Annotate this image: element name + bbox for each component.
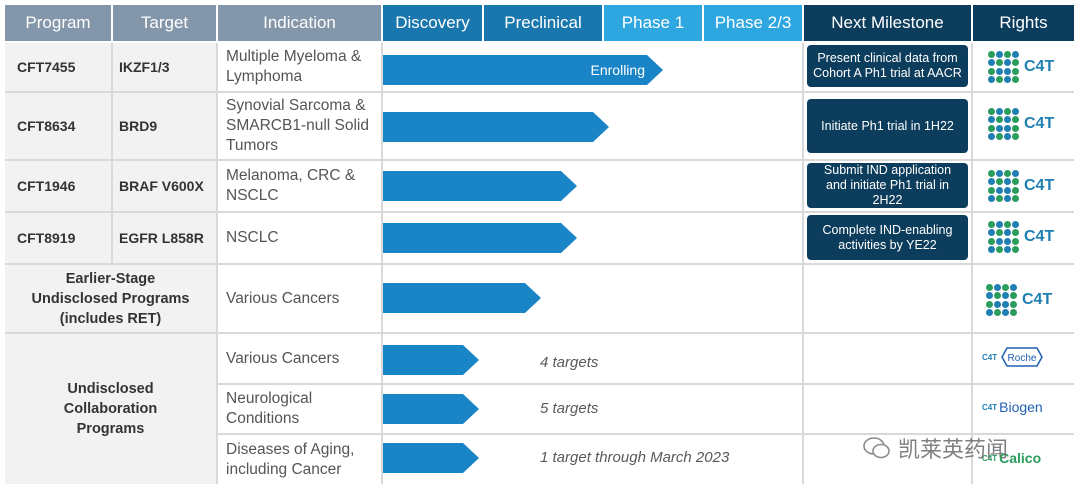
program-cft1946: CFT1946 — [17, 178, 76, 194]
header-program: Program — [5, 5, 111, 41]
roche-hexagon-icon: Roche — [1001, 347, 1043, 367]
milestone-row4: Complete IND-enabling activities by YE22 — [807, 215, 968, 260]
indication-row4: NSCLC — [226, 229, 279, 246]
header-preclinical: Preclinical — [484, 5, 602, 41]
biogen-partner-logo: C4T Biogen — [982, 399, 1043, 415]
header-phase1: Phase 1 — [604, 5, 702, 41]
indication-row1: Multiple Myeloma & Lymphoma — [226, 48, 362, 85]
header-phase23: Phase 2/3 — [704, 5, 802, 41]
indication-row3: Melanoma, CRC & NSCLC — [226, 167, 356, 204]
target-egfr: EGFR L858R — [119, 230, 204, 246]
program-earlier-stage: Earlier-Stage Undisclosed Programs (incl… — [31, 270, 190, 327]
c4t-logo: C4T — [988, 221, 1054, 253]
target-brd9: BRD9 — [119, 118, 158, 134]
c4t-logo: C4T — [986, 284, 1052, 316]
indication-collab2: Neurological Conditions — [226, 390, 313, 427]
indication-row5: Various Cancers — [226, 289, 340, 307]
progress-arrow — [383, 345, 479, 375]
milestone-row1: Present clinical data from Cohort A Ph1 … — [807, 45, 968, 87]
progress-arrow — [383, 171, 577, 201]
collab-note-3: 1 target through March 2023 — [540, 449, 730, 466]
c4t-logo: C4T — [988, 108, 1054, 140]
indication-row2: Synovial Sarcoma & SMARCB1-null Solid Tu… — [226, 97, 369, 154]
c4t-dots-icon — [988, 51, 1020, 83]
program-collaboration: Undisclosed Collaboration Programs — [63, 381, 158, 437]
header-indication: Indication — [218, 5, 381, 41]
progress-arrow — [383, 223, 577, 253]
progress-arrow: Enrolling — [383, 55, 663, 85]
collab-note-1: 4 targets — [540, 354, 599, 371]
target-braf: BRAF V600X — [119, 178, 204, 194]
header-rights: Rights — [973, 5, 1074, 41]
indication-collab3: Diseases of Aging, including Cancer — [226, 440, 355, 478]
target-ikzf13: IKZF1/3 — [119, 59, 170, 75]
roche-partner-logo: C4T Roche — [982, 347, 1043, 367]
progress-arrow — [383, 283, 541, 313]
calico-partner-logo: C4T Calico — [982, 450, 1042, 466]
c4t-logo: C4T — [988, 170, 1054, 202]
collab-note-2: 5 targets — [540, 400, 599, 417]
progress-arrow — [383, 112, 609, 142]
header-discovery: Discovery — [383, 5, 482, 41]
progress-arrow — [383, 394, 479, 424]
header-target: Target — [113, 5, 216, 41]
wechat-icon — [863, 437, 890, 459]
svg-text:Roche: Roche — [1008, 353, 1037, 364]
c4t-dots-icon — [988, 170, 1020, 202]
header-next-milestone: Next Milestone — [804, 5, 971, 41]
program-cft8634: CFT8634 — [17, 118, 76, 134]
c4t-dots-icon — [986, 284, 1018, 316]
program-cft8919: CFT8919 — [17, 230, 76, 246]
watermark: 凯莱英药闻 — [862, 432, 1008, 464]
program-cft7455: CFT7455 — [17, 59, 76, 75]
milestone-row2: Initiate Ph1 trial in 1H22 — [807, 99, 968, 153]
indication-collab1: Various Cancers — [226, 349, 340, 367]
progress-arrow — [383, 443, 479, 473]
milestone-row3: Submit IND application and initiate Ph1 … — [807, 163, 968, 208]
arrow-label: Enrolling — [590, 62, 645, 78]
c4t-logo: C4T — [988, 51, 1054, 83]
c4t-dots-icon — [988, 108, 1020, 140]
c4t-dots-icon — [988, 221, 1020, 253]
